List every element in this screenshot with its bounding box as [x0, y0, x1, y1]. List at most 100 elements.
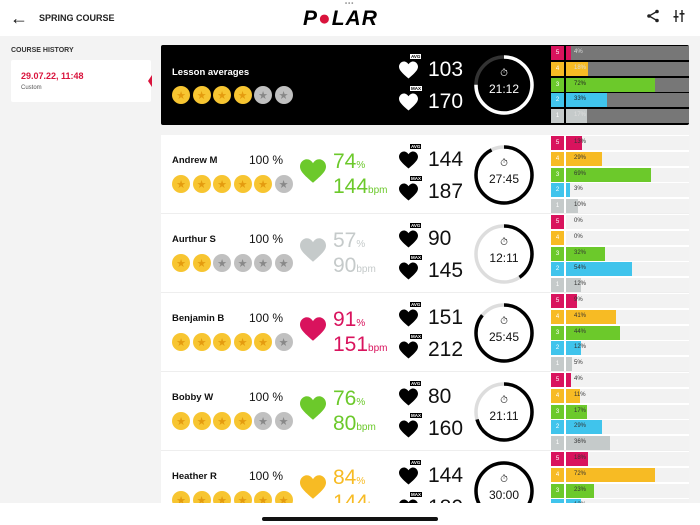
bpm-unit: bpm [356, 264, 376, 275]
bpm-value: 90 [333, 254, 357, 277]
zone-bar-track: 9% [566, 294, 689, 308]
zone-number: 3 [551, 483, 564, 498]
star-icon: ★ [172, 333, 190, 351]
max-badge: MAX [409, 175, 423, 182]
duration-ring: ⏱ 12:11 [474, 224, 534, 284]
heart-icon [399, 499, 418, 503]
zone-row: 5 4% [551, 373, 689, 387]
zone-number: 2 [551, 93, 564, 108]
zone-percent-label: 4% [574, 376, 583, 382]
avg-heart-rate: AVG 80 [399, 380, 452, 409]
student-list[interactable]: Andrew M 100 % ★ ★ ★ ★ ★ ★ 74% 144bpm AVG 144 MAX 187… [161, 135, 689, 503]
zone-bar-track: 12% [566, 499, 689, 503]
max-hr-value: 145 [428, 259, 464, 282]
max-heart-rate: MAX 180 [399, 491, 463, 503]
avg-badge: AVG [409, 53, 423, 60]
zone-number: 5 [551, 294, 564, 308]
zone-bar-track: 72% [566, 77, 689, 92]
zone-row: 1 10% [551, 199, 689, 214]
zone-number: 1 [551, 278, 564, 293]
star-rating: ★ ★ ★ ★ ★ ★ [172, 412, 293, 430]
avg-hr-value: 103 [428, 58, 464, 81]
zone-percent-label: 29% [574, 154, 587, 161]
zone-bar-track: 12% [566, 341, 689, 356]
star-icon: ★ [192, 333, 211, 351]
lesson-averages-card: Lesson averages ★ ★ ★ ★ ★ ★ AVG 103 MAX 170 ⏱ 21:12 5… [161, 45, 689, 125]
student-row[interactable]: Aurthur S 100 % ★ ★ ★ ★ ★ ★ 57% 90bpm AVG 90 MAX 145 ⏱… [161, 214, 689, 293]
zone-percent: 84% [333, 466, 365, 490]
zone-number: 1 [551, 199, 564, 214]
zone-percent-value: 91 [333, 308, 357, 331]
home-indicator[interactable] [262, 517, 438, 521]
zone-percent-label: 10% [574, 202, 587, 209]
star-icon: ★ [172, 491, 190, 503]
duration-value: 27:45 [488, 172, 520, 186]
duration-ring: ⏱ 30:00 [474, 461, 534, 503]
max-badge: MAX [409, 333, 423, 340]
stopwatch-icon: ⏱ [500, 237, 508, 248]
zone-percent-label: 18% [574, 64, 587, 71]
zone-percent-value: 84 [333, 466, 357, 489]
zone-row: 1 36% [551, 436, 689, 451]
heart-shape [300, 475, 326, 499]
duration-ring: ⏱ 25:45 [474, 303, 534, 363]
zone-row: 3 32% [551, 246, 689, 261]
star-icon: ★ [213, 175, 231, 193]
zone-percent-label: 17% [574, 407, 587, 414]
share-icon[interactable] [646, 9, 660, 23]
avg-hr-value: 80 [428, 385, 452, 408]
zone-row: 4 29% [551, 151, 689, 166]
sliders-icon[interactable] [672, 9, 686, 23]
bpm-value: 144 [333, 491, 369, 503]
zone-number: 3 [551, 246, 564, 261]
zone-bar-track: 44% [566, 325, 689, 340]
student-row[interactable]: Andrew M 100 % ★ ★ ★ ★ ★ ★ 74% 144bpm AVG 144 MAX 187… [161, 135, 689, 214]
zone-percent: 91% [333, 308, 365, 332]
zone-row: 2 12% [551, 499, 689, 503]
zone-percent-unit: % [356, 397, 366, 408]
zone-row: 4 11% [551, 388, 689, 403]
heart-icon [399, 262, 418, 280]
back-arrow-icon[interactable]: ← [10, 8, 28, 28]
stopwatch-icon: ⏱ [500, 68, 508, 79]
progress-ring [474, 55, 534, 115]
star-icon: ★ [274, 412, 293, 430]
zone-bar-fill [566, 136, 582, 150]
bpm-unit: bpm [368, 501, 387, 503]
zone-row: 4 72% [551, 467, 689, 482]
zone-bar-fill [566, 46, 571, 60]
student-row[interactable]: Benjamin B 100 % ★ ★ ★ ★ ★ ★ 91% 151bpm AVG 151 MAX 2… [161, 293, 689, 372]
zone-bar-track: 36% [566, 436, 689, 451]
student-name: Bobby W [172, 392, 214, 403]
zone-number: 4 [551, 388, 564, 403]
progress-ring [474, 382, 534, 442]
zone-bar-track: 17% [566, 404, 689, 419]
student-row[interactable]: Bobby W 100 % ★ ★ ★ ★ ★ ★ 76% 80bpm AVG 80 MAX 160 ⏱ 21… [161, 372, 689, 451]
zone-row: 4 41% [551, 309, 689, 324]
zone-bar-fill [566, 77, 655, 92]
star-icon: ★ [233, 491, 252, 503]
heart-zone-icon [300, 159, 326, 183]
zone-percent: 57% [333, 229, 365, 253]
star-icon: ★ [233, 412, 252, 430]
zone-row: 2 33% [551, 93, 689, 108]
zone-bar-fill [566, 109, 587, 124]
zone-bar-fill [566, 499, 581, 503]
zone-bar-fill [566, 357, 573, 372]
zone-number: 2 [551, 262, 564, 277]
zone-percent-label: 69% [574, 170, 587, 177]
zone-percent-label: 23% [574, 486, 587, 493]
heart-shape [300, 159, 326, 183]
star-icon: ★ [254, 175, 272, 193]
avg-hr-value: 151 [428, 306, 464, 329]
zone-percent-label: 17% [574, 112, 587, 119]
top-bar: ← SPRING COURSE ••• P●LAR [0, 0, 700, 36]
zone-number: 5 [551, 452, 564, 466]
zone-bar-track: 18% [566, 61, 689, 76]
course-history-item[interactable]: 29.07.22, 11:48 Custom [11, 60, 152, 102]
zone-bar-fill [566, 452, 589, 466]
progress-ring [474, 461, 534, 503]
star-icon: ★ [192, 175, 211, 193]
zone-bar-track: 29% [566, 420, 689, 435]
